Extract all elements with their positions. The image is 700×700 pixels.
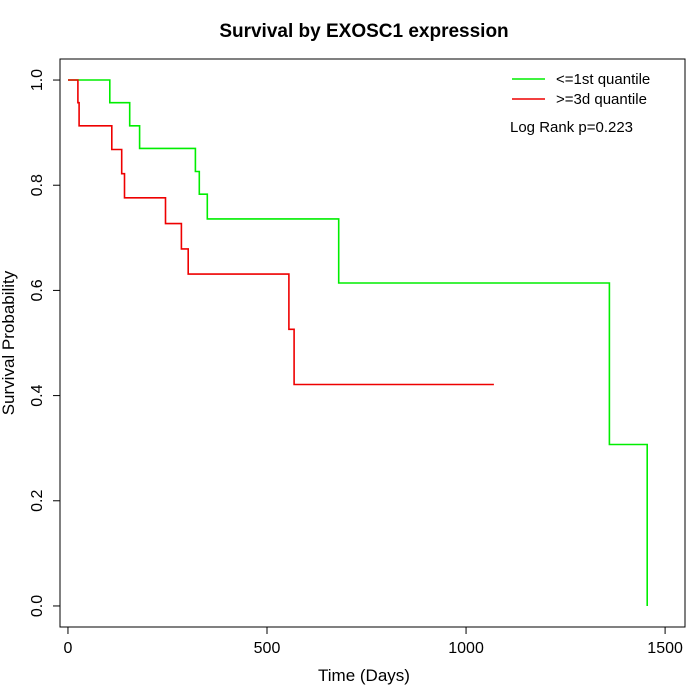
y-tick-label: 0.2 bbox=[29, 490, 46, 512]
series-layer bbox=[68, 79, 649, 606]
x-axis-label: Time (Days) bbox=[318, 666, 410, 685]
y-axis: 0.0 0.2 0.4 0.6 0.8 1.0 bbox=[29, 69, 61, 617]
x-tick-label: 0 bbox=[64, 640, 73, 657]
chart-title: Survival by EXOSC1 expression bbox=[219, 21, 508, 42]
logrank-annotation: Log Rank p=0.223 bbox=[510, 119, 633, 136]
series-line-high-quantile bbox=[68, 79, 494, 386]
legend: <=1st quantile >=3d quantile bbox=[512, 71, 650, 108]
y-axis-label: Survival Probability bbox=[0, 270, 18, 415]
x-axis: 0 500 1000 1500 bbox=[64, 626, 683, 657]
legend-label-high: >=3d quantile bbox=[556, 91, 647, 108]
y-tick-label: 0.8 bbox=[29, 174, 46, 196]
y-tick-label: 0.6 bbox=[29, 279, 46, 301]
x-tick-label: 1000 bbox=[448, 640, 484, 657]
y-tick-label: 0.4 bbox=[29, 384, 46, 406]
legend-label-low: <=1st quantile bbox=[556, 71, 650, 88]
series-line-low-quantile bbox=[68, 79, 649, 606]
y-tick-label: 1.0 bbox=[29, 69, 46, 91]
plot-frame bbox=[59, 58, 686, 628]
y-tick-label: 0.0 bbox=[29, 595, 46, 617]
x-tick-label: 1500 bbox=[647, 640, 683, 657]
x-tick-label: 500 bbox=[254, 640, 281, 657]
